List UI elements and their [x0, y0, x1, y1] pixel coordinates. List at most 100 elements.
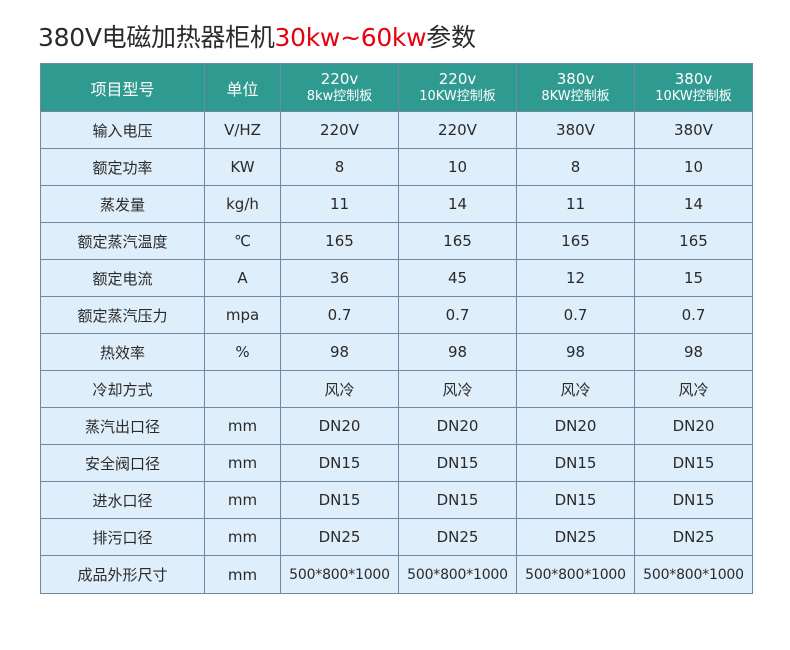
column-header-board: 8KW控制板 — [541, 88, 610, 104]
value-cell: 8 — [280, 148, 399, 186]
table-row: 成品外形尺寸 mm 500*800*1000 500*800*1000 500*800*… — [40, 555, 753, 594]
column-header-board: 10KW控制板 — [419, 88, 496, 104]
column-header: 单位 — [204, 63, 281, 112]
column-header-voltage: 220v — [438, 69, 477, 88]
value-cell: 15 — [634, 259, 753, 297]
value-cell: 45 — [398, 259, 517, 297]
value-cell: 14 — [634, 185, 753, 223]
unit-cell: mm — [204, 407, 281, 445]
row-label-cell: 安全阀口径 — [40, 444, 205, 482]
unit-cell: mm — [204, 518, 281, 556]
value-cell: 98 — [516, 333, 635, 371]
table-row: 额定功率 KW 8 10 8 10 — [40, 148, 753, 186]
title-prefix: 380V电磁加热器柜机 — [38, 23, 275, 52]
value-cell: 98 — [398, 333, 517, 371]
value-cell: 0.7 — [280, 296, 399, 334]
value-cell: 500*800*1000 — [516, 555, 635, 594]
value-cell: 10 — [634, 148, 753, 186]
value-cell: 风冷 — [634, 370, 753, 408]
row-label-cell: 蒸发量 — [40, 185, 205, 223]
value-cell: DN20 — [280, 407, 399, 445]
table-row: 额定蒸汽压力 mpa 0.7 0.7 0.7 0.7 — [40, 296, 753, 334]
unit-cell: V/HZ — [204, 111, 281, 149]
value-cell: DN25 — [516, 518, 635, 556]
value-cell: 11 — [280, 185, 399, 223]
unit-cell: KW — [204, 148, 281, 186]
unit-cell — [204, 370, 281, 408]
unit-cell: ℃ — [204, 222, 281, 260]
unit-cell: mm — [204, 481, 281, 519]
value-cell: 14 — [398, 185, 517, 223]
value-cell: 165 — [398, 222, 517, 260]
column-header-board: 10KW控制板 — [655, 88, 732, 104]
title-suffix: 参数 — [426, 23, 476, 52]
column-header-voltage: 380v — [674, 69, 713, 88]
value-cell: DN25 — [280, 518, 399, 556]
page-title: 380V电磁加热器柜机30kw~60kw参数 — [38, 20, 476, 56]
value-cell: 10 — [398, 148, 517, 186]
row-label-cell: 额定蒸汽压力 — [40, 296, 205, 334]
value-cell: 8 — [516, 148, 635, 186]
value-cell: 风冷 — [280, 370, 399, 408]
value-cell: 500*800*1000 — [634, 555, 753, 594]
value-cell: 0.7 — [634, 296, 753, 334]
value-cell: DN15 — [516, 481, 635, 519]
value-cell: 98 — [634, 333, 753, 371]
value-cell: 98 — [280, 333, 399, 371]
value-cell: 风冷 — [398, 370, 517, 408]
value-cell: DN20 — [398, 407, 517, 445]
value-cell: 380V — [634, 111, 753, 149]
table-row: 排污口径 mm DN25 DN25 DN25 DN25 — [40, 518, 753, 556]
table-row: 蒸汽出口径 mm DN20 DN20 DN20 DN20 — [40, 407, 753, 445]
table-row: 热效率% 98 98 98 98 — [40, 333, 753, 371]
column-header-voltage: 380v — [556, 69, 595, 88]
value-cell: DN15 — [280, 444, 399, 482]
row-label-cell: 成品外形尺寸 — [40, 555, 205, 594]
value-cell: 220V — [280, 111, 399, 149]
column-header: 380v 10KW控制板 — [634, 63, 753, 112]
table-row: 蒸发量 kg/h 11 14 11 14 — [40, 185, 753, 223]
value-cell: 0.7 — [516, 296, 635, 334]
value-cell: 165 — [280, 222, 399, 260]
value-cell: DN15 — [634, 444, 753, 482]
value-cell: DN15 — [280, 481, 399, 519]
column-header: 220v 8kw控制板 — [280, 63, 399, 112]
row-label-cell: 排污口径 — [40, 518, 205, 556]
value-cell: 500*800*1000 — [398, 555, 517, 594]
column-header-board: 8kw控制板 — [306, 88, 373, 104]
row-label-cell: 热效率 — [40, 333, 205, 371]
unit-cell: mpa — [204, 296, 281, 334]
table-row: 进水口径 mm DN15 DN15 DN15 DN15 — [40, 481, 753, 519]
row-label-cell: 蒸汽出口径 — [40, 407, 205, 445]
header-row: 项目型号 单位 220v 8kw控制板 220v 10KW控制板 380v 8KW控制板 380… — [40, 63, 753, 112]
value-cell: DN20 — [634, 407, 753, 445]
row-label-cell: 输入电压 — [40, 111, 205, 149]
row-label-cell: 额定蒸汽温度 — [40, 222, 205, 260]
column-header-label: 项目型号 — [90, 79, 155, 99]
value-cell: DN25 — [398, 518, 517, 556]
value-cell: 220V — [398, 111, 517, 149]
value-cell: 165 — [516, 222, 635, 260]
unit-cell: A — [204, 259, 281, 297]
column-header-label: 单位 — [226, 79, 259, 99]
value-cell: 36 — [280, 259, 399, 297]
title-highlight: 30kw~60kw — [274, 23, 427, 52]
table-body: 输入电压 V/HZ 220V 220V 380V 380V 额定功率 KW 8 10 8 10 蒸发量 k… — [40, 111, 753, 594]
row-label-cell: 冷却方式 — [40, 370, 205, 408]
table-header: 项目型号 单位 220v 8kw控制板 220v 10KW控制板 380v 8KW控制板 380… — [40, 63, 753, 112]
value-cell: 380V — [516, 111, 635, 149]
unit-cell: mm — [204, 555, 281, 594]
value-cell: 11 — [516, 185, 635, 223]
parameter-table: 项目型号 单位 220v 8kw控制板 220v 10KW控制板 380v 8KW控制板 380… — [40, 63, 753, 594]
table-row: 额定电流 A 36 45 12 15 — [40, 259, 753, 297]
row-label-cell: 进水口径 — [40, 481, 205, 519]
row-label-cell: 额定功率 — [40, 148, 205, 186]
value-cell: 165 — [634, 222, 753, 260]
unit-cell: mm — [204, 444, 281, 482]
column-header-voltage: 220v — [320, 69, 359, 88]
table-row: 冷却方式 风冷 风冷 风冷 风冷 — [40, 370, 753, 408]
table-row: 输入电压 V/HZ 220V 220V 380V 380V — [40, 111, 753, 149]
column-header: 220v 10KW控制板 — [398, 63, 517, 112]
value-cell: DN15 — [634, 481, 753, 519]
value-cell: DN15 — [516, 444, 635, 482]
